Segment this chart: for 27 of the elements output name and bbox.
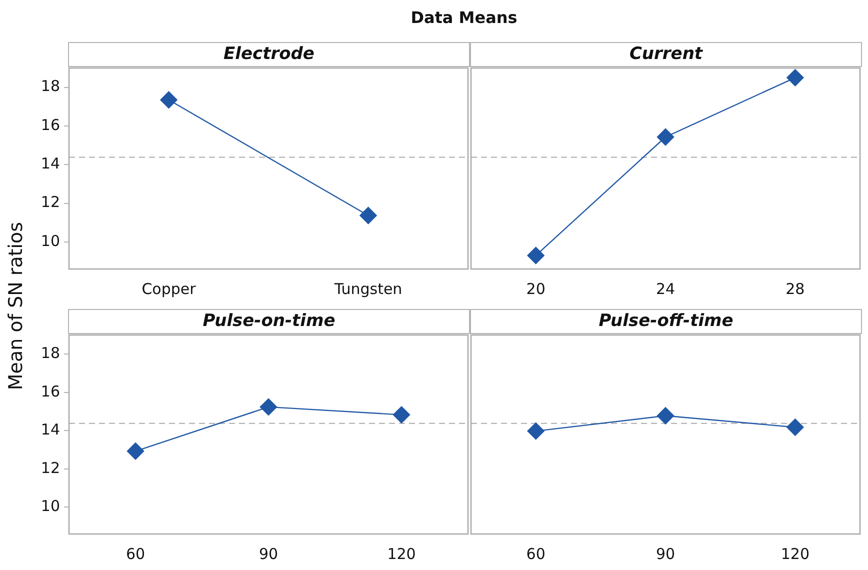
x-tick-label: 120: [780, 544, 810, 563]
y-tick-label: 10: [40, 497, 60, 516]
y-tick-label: 16: [40, 116, 60, 134]
y-tick-label: 14: [40, 420, 60, 439]
x-tick-label: Tungsten: [333, 280, 402, 298]
x-tick-label: 60: [126, 544, 146, 563]
x-tick-label: 90: [656, 544, 676, 563]
y-tick-label: 16: [40, 382, 60, 400]
x-axis-title: Current: [470, 42, 862, 67]
x-tick-label: 60: [526, 544, 546, 563]
y-tick-label: 12: [40, 458, 60, 477]
y-tick-label: 18: [40, 344, 60, 362]
y-axis-title: Mean of SN ratios: [5, 222, 27, 390]
y-tick-label: 10: [40, 232, 60, 250]
x-tick-label: 28: [786, 280, 805, 298]
x-tick-label: Copper: [142, 280, 197, 298]
x-axis-title: Pulse-off-time: [470, 309, 862, 334]
x-tick-label: 120: [387, 544, 416, 563]
x-tick-label: 20: [526, 280, 546, 298]
x-tick-label: 24: [656, 280, 676, 298]
y-tick-label: 14: [40, 154, 60, 173]
x-axis-title: Electrode: [68, 42, 470, 67]
y-tick-label: 12: [40, 193, 60, 212]
y-tick-label: 18: [40, 77, 60, 96]
chart-title: Data Means: [410, 8, 518, 27]
x-tick-label: 90: [258, 544, 278, 563]
x-axis-title: Pulse-on-time: [68, 309, 470, 334]
